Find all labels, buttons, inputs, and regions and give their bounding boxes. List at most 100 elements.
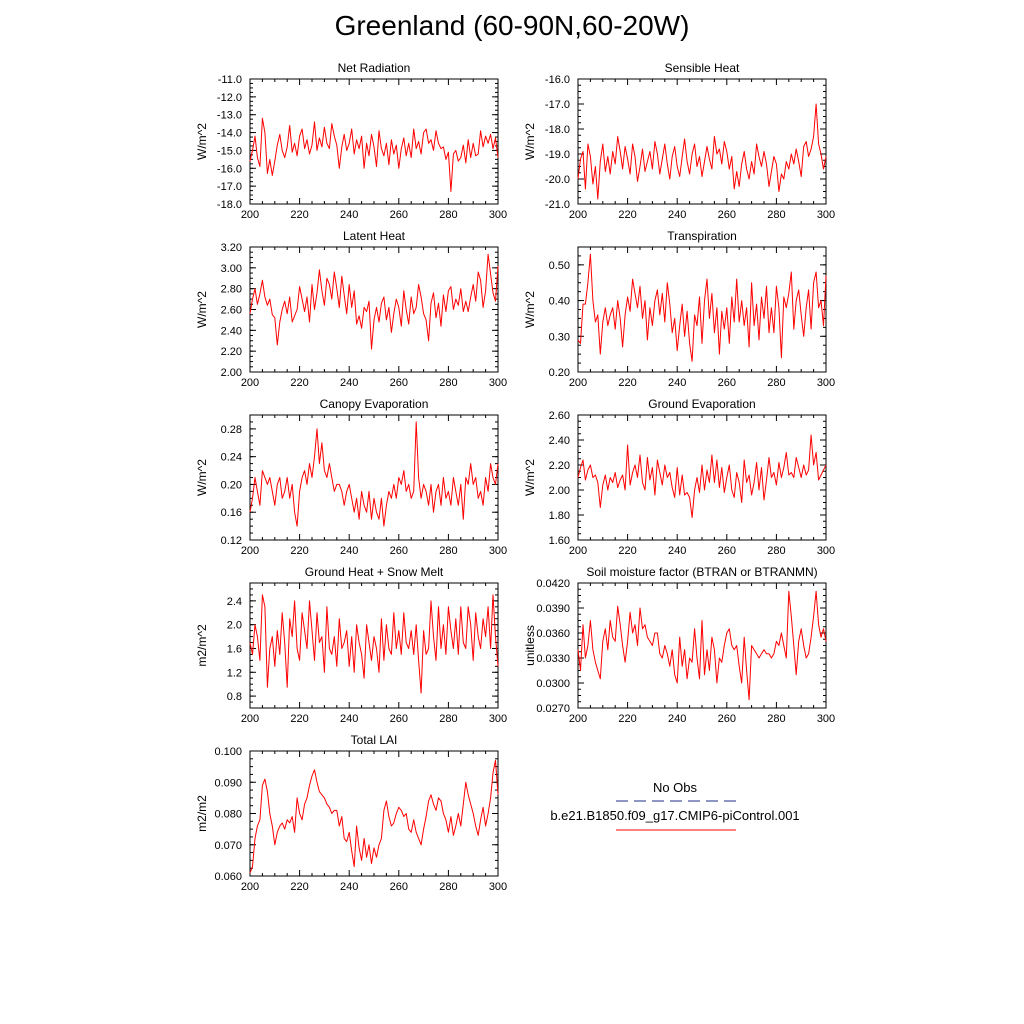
- x-tick-label: 240: [340, 209, 358, 221]
- series-line: [577, 434, 827, 518]
- y-tick-label: 0.16: [221, 507, 242, 519]
- panel-ylabel: m2/m2: [195, 795, 209, 832]
- panel-9: Total LAI m2/m2 200 220 240 260 280 300 0.060 0.0…: [195, 733, 507, 893]
- x-tick-label: 280: [439, 713, 457, 725]
- y-tick-label: 0.100: [214, 746, 242, 758]
- panel-ylabel: unitless: [523, 625, 537, 666]
- y-tick-label: 0.28: [221, 424, 242, 436]
- panel-frame: [577, 78, 827, 205]
- legend-obs-label: No Obs: [653, 780, 698, 795]
- y-tick-label: 0.080: [214, 809, 242, 821]
- panel-4: Transpiration W/m^2 200 220 240 260 280 300 0.20…: [523, 229, 835, 389]
- y-tick-label: -20.0: [545, 174, 570, 186]
- y-tick-label: 2.0: [227, 620, 242, 632]
- y-tick-label: 1.60: [549, 535, 570, 547]
- y-tick-label: 0.0270: [536, 703, 570, 715]
- panel-title: Soil moisture factor (BTRAN or BTRANMN): [586, 565, 817, 579]
- panel-title: Sensible Heat: [665, 61, 740, 75]
- x-tick-label: 280: [767, 713, 785, 725]
- x-tick-label: 300: [817, 377, 835, 389]
- x-tick-label: 260: [390, 377, 408, 389]
- panel-frame: [249, 78, 499, 205]
- panel-title: Latent Heat: [343, 229, 406, 243]
- series-line: [249, 117, 499, 192]
- y-tick-label: 2.00: [221, 367, 242, 379]
- series-line: [249, 253, 499, 350]
- y-tick-label: 0.30: [549, 331, 570, 343]
- x-tick-label: 260: [390, 209, 408, 221]
- x-tick-label: 300: [489, 713, 507, 725]
- x-tick-label: 280: [439, 209, 457, 221]
- panel-ylabel: W/m^2: [195, 291, 209, 328]
- y-tick-label: 0.0360: [536, 628, 570, 640]
- x-tick-label: 300: [489, 209, 507, 221]
- x-tick-label: 240: [340, 545, 358, 557]
- legend: No Obs b.e21.B1850.f09_g17.CMIP6-piContr…: [550, 780, 800, 831]
- y-tick-label: 2.60: [221, 305, 242, 317]
- panel-title: Total LAI: [351, 733, 398, 747]
- x-tick-label: 200: [569, 713, 587, 725]
- x-tick-label: 200: [241, 377, 259, 389]
- panel-frame: [249, 750, 499, 877]
- x-tick-label: 200: [241, 545, 259, 557]
- y-tick-label: 1.80: [549, 510, 570, 522]
- x-tick-label: 300: [489, 545, 507, 557]
- y-tick-label: 0.50: [549, 260, 570, 272]
- y-tick-label: 2.80: [221, 284, 242, 296]
- y-tick-label: 0.090: [214, 777, 242, 789]
- y-tick-label: 0.8: [227, 691, 242, 703]
- y-tick-label: 2.20: [549, 460, 570, 472]
- x-tick-label: 220: [618, 713, 636, 725]
- y-tick-label: 0.060: [214, 871, 242, 883]
- y-tick-label: 2.40: [221, 325, 242, 337]
- panel-frame: [577, 246, 827, 373]
- panel-title: Canopy Evaporation: [320, 397, 429, 411]
- y-tick-label: 0.0420: [536, 578, 570, 590]
- y-tick-label: 0.20: [221, 479, 242, 491]
- x-tick-label: 280: [767, 209, 785, 221]
- x-tick-label: 300: [817, 713, 835, 725]
- x-tick-label: 260: [390, 713, 408, 725]
- x-tick-label: 220: [290, 377, 308, 389]
- panel-8: Soil moisture factor (BTRAN or BTRANMN) u…: [523, 565, 835, 725]
- x-tick-label: 220: [290, 209, 308, 221]
- y-tick-label: -11.0: [218, 74, 242, 86]
- x-tick-label: 300: [489, 377, 507, 389]
- y-tick-label: -21.0: [545, 199, 570, 211]
- x-tick-label: 220: [618, 545, 636, 557]
- panel-ylabel: W/m^2: [523, 123, 537, 160]
- panel-frame: [249, 582, 499, 709]
- y-tick-label: -14.0: [217, 128, 242, 140]
- panel-1: Net Radiation W/m^2 200 220 240 260 280 300 -18.…: [195, 61, 507, 221]
- y-tick-label: 1.6: [227, 643, 242, 655]
- panel-title: Transpiration: [667, 229, 737, 243]
- y-tick-label: 0.0390: [536, 603, 570, 615]
- series-line: [249, 594, 499, 694]
- x-tick-label: 300: [489, 881, 507, 893]
- legend-model-label: b.e21.B1850.f09_g17.CMIP6-piControl.001: [550, 808, 799, 823]
- x-tick-label: 300: [817, 209, 835, 221]
- x-tick-label: 260: [718, 377, 736, 389]
- x-tick-label: 260: [390, 881, 408, 893]
- y-tick-label: 0.20: [549, 367, 570, 379]
- y-tick-label: -15.0: [217, 145, 242, 157]
- panel-6: Ground Evaporation W/m^2 200 220 240 260 280 30…: [523, 397, 835, 557]
- y-tick-label: 0.24: [221, 452, 242, 464]
- figure-title: Greenland (60-90N,60-20W): [334, 10, 690, 41]
- x-tick-label: 240: [340, 713, 358, 725]
- panels-group: Net Radiation W/m^2 200 220 240 260 280 300 -18.…: [195, 61, 835, 893]
- x-tick-label: 240: [340, 881, 358, 893]
- y-tick-label: 2.40: [549, 435, 570, 447]
- x-tick-label: 280: [439, 545, 457, 557]
- y-tick-label: 2.4: [227, 596, 242, 608]
- panel-ylabel: m2/m^2: [195, 624, 209, 667]
- x-tick-label: 200: [241, 209, 259, 221]
- x-tick-label: 300: [817, 545, 835, 557]
- x-tick-label: 240: [668, 713, 686, 725]
- y-tick-label: -13.0: [217, 110, 242, 122]
- series-line: [577, 590, 827, 701]
- x-tick-label: 220: [618, 209, 636, 221]
- panel-frame: [577, 414, 827, 541]
- y-tick-label: -19.0: [545, 149, 570, 161]
